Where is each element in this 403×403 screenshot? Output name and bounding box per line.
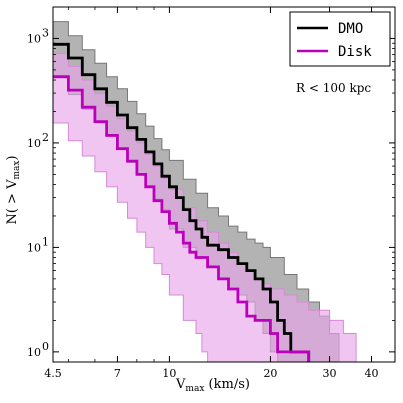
x-tick-label: 20: [263, 367, 277, 380]
y-axis-label: N( > Vmax): [5, 155, 22, 224]
annotation-radius: R < 100 kpc: [296, 81, 371, 95]
x-tick-label: 30: [323, 367, 337, 380]
x-axis-ticks: 4.5 7 10 20 30 40: [44, 7, 378, 380]
y-tick-label: 10: [27, 346, 41, 359]
disk-band: [52, 52, 357, 363]
legend-dmo-label: DMO: [338, 21, 363, 37]
x-tick-label: 4.5: [44, 367, 62, 380]
y-tick-exponent: 1: [42, 235, 49, 248]
y-tick-label: 10: [27, 241, 41, 254]
x-axis-label: Vmax (km/s): [175, 377, 250, 394]
y-tick-label: 10: [27, 137, 41, 150]
series-lines: [53, 42, 311, 362]
legend: DMO Disk: [289, 11, 391, 67]
confidence-bands: [52, 21, 357, 363]
y-tick-exponent: 0: [42, 340, 49, 353]
x-tick-label: 7: [114, 367, 121, 380]
legend-disk-label: Disk: [338, 44, 372, 60]
legend-box: [289, 11, 391, 67]
x-tick-label: 10: [162, 367, 176, 380]
disk-line: [53, 75, 311, 362]
y-tick-exponent: 2: [42, 131, 49, 144]
y-tick-exponent: 3: [42, 26, 49, 39]
dmo-line: [53, 42, 311, 362]
y-tick-label: 10: [27, 32, 41, 45]
x-tick-label: 40: [364, 367, 378, 380]
